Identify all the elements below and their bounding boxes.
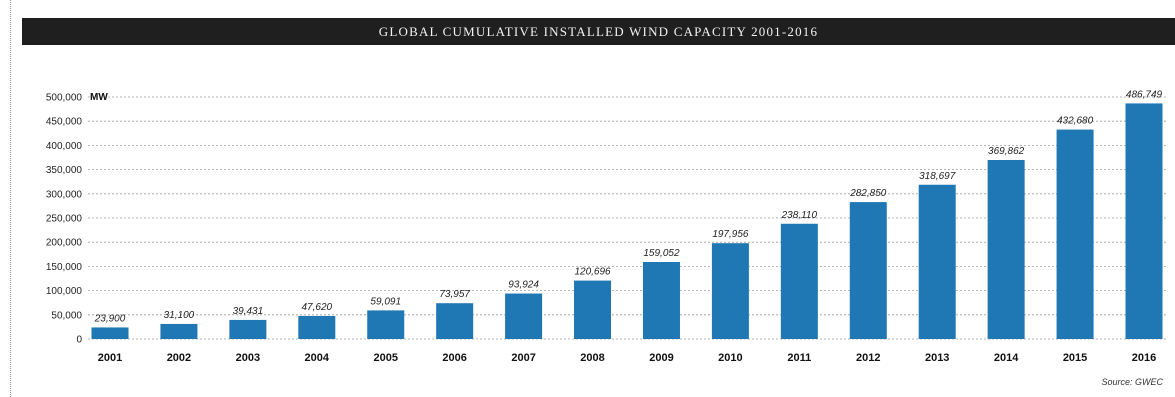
y-tick-label: 500,000 [46, 93, 83, 104]
bar-2016 [1125, 103, 1163, 339]
value-label-2016: 486,749 [1126, 89, 1163, 100]
bar-2015 [1056, 129, 1094, 339]
bar-2009 [642, 262, 680, 339]
x-tick-label-2014: 2014 [994, 352, 1019, 364]
x-tick-label-2003: 2003 [236, 352, 260, 364]
y-tick-label: 250,000 [46, 214, 83, 225]
bar-2010 [711, 243, 749, 339]
y-tick-label: 300,000 [46, 189, 83, 200]
bar-2007 [505, 293, 543, 339]
x-tick-label-2012: 2012 [856, 352, 880, 364]
bar-2008 [574, 280, 612, 339]
value-label-2003: 39,431 [233, 306, 264, 317]
bar-2014 [987, 159, 1025, 339]
value-label-2006: 73,957 [439, 289, 470, 300]
bar-2004 [298, 315, 336, 339]
y-tick-label: 0 [76, 335, 82, 346]
value-label-2007: 93,924 [508, 280, 539, 291]
x-tick-label-2016: 2016 [1132, 352, 1156, 364]
x-tick-label-2009: 2009 [649, 352, 673, 364]
value-label-2005: 59,091 [370, 296, 401, 307]
x-tick-label-2001: 2001 [98, 352, 122, 364]
value-label-2009: 159,052 [643, 248, 680, 259]
bar-2012 [849, 202, 887, 339]
bar-2005 [367, 310, 405, 339]
value-label-2004: 47,620 [302, 302, 333, 313]
x-tick-label-2006: 2006 [442, 352, 466, 364]
y-tick-label: 100,000 [46, 286, 83, 297]
unit-label: MW [90, 92, 108, 103]
value-label-2015: 432,680 [1057, 116, 1094, 127]
x-tick-label-2004: 2004 [305, 352, 330, 364]
x-tick-label-2005: 2005 [373, 352, 397, 364]
x-tick-label-2015: 2015 [1063, 352, 1087, 364]
value-label-2013: 318,697 [919, 171, 956, 182]
bars: 23,900 31,100 39,431 47,620 59,091 73,957 93,9… [91, 89, 1163, 339]
bar-2001 [91, 327, 129, 339]
value-label-2014: 369,862 [988, 146, 1025, 157]
x-tick-label-2007: 2007 [511, 352, 535, 364]
x-axis: 2001 2002 2003 2004 2005 2006 2007 2008 2009 2010… [98, 352, 1156, 364]
value-label-2008: 120,696 [574, 267, 611, 278]
y-tick-label: 200,000 [46, 238, 83, 249]
page-border [10, 0, 12, 397]
value-label-2011: 238,110 [781, 210, 818, 221]
bar-2006 [436, 303, 474, 339]
y-tick-label: 150,000 [46, 262, 83, 273]
y-tick-label: 400,000 [46, 141, 83, 152]
y-axis: 0 50,000 100,000 150,000 200,000 250,000 300,0… [46, 93, 83, 346]
value-label-2010: 197,956 [712, 229, 749, 240]
chart-title: GLOBAL CUMULATIVE INSTALLED WIND CAPACIT… [22, 18, 1175, 45]
x-tick-label-2002: 2002 [167, 352, 191, 364]
x-tick-label-2013: 2013 [925, 352, 949, 364]
y-tick-label: 350,000 [46, 165, 83, 176]
bar-2002 [160, 323, 198, 339]
bar-2003 [229, 319, 267, 339]
y-tick-label: 450,000 [46, 117, 83, 128]
value-label-2001: 23,900 [94, 313, 126, 324]
source-note: Source: GWEC [1101, 377, 1163, 387]
x-tick-label-2010: 2010 [718, 352, 742, 364]
bar-2011 [780, 223, 818, 339]
value-label-2002: 31,100 [164, 310, 195, 321]
y-tick-label: 50,000 [51, 310, 82, 321]
value-label-2012: 282,850 [849, 188, 887, 199]
x-tick-label-2011: 2011 [787, 352, 811, 364]
x-tick-label-2008: 2008 [580, 352, 604, 364]
bar-2013 [918, 184, 956, 339]
